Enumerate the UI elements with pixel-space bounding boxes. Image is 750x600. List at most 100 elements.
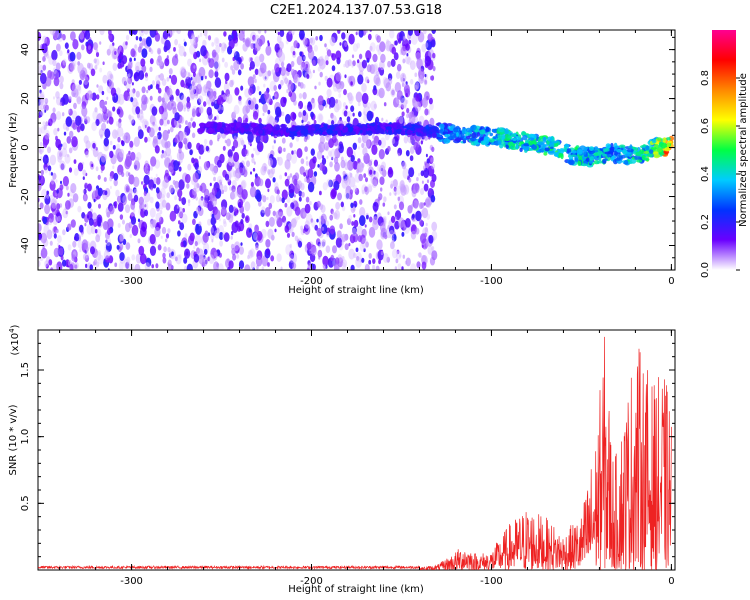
spectrogram-cell	[312, 69, 315, 74]
spectrogram-cell	[298, 105, 300, 110]
spectrogram-cell	[168, 162, 175, 173]
spectrogram-cell	[119, 232, 125, 242]
spectrogram-cell	[406, 53, 409, 57]
spectrogram-cell	[582, 155, 586, 162]
spectrogram-cell	[104, 190, 108, 196]
spectrogram-cell	[46, 190, 49, 195]
spectrogram-cell	[415, 50, 421, 59]
spectrogram-cell	[42, 56, 46, 62]
spectrogram-cell	[393, 52, 399, 61]
spectrogram-cell	[178, 196, 182, 202]
spectrogram-cell	[249, 248, 255, 258]
spectrogram-cell	[173, 47, 176, 52]
spectrogram-cell	[94, 229, 98, 234]
spectrogram-cell	[146, 89, 149, 94]
spectrogram-cell	[544, 147, 550, 152]
spectrogram-cell	[304, 203, 311, 214]
spectrogram-cell	[85, 263, 88, 268]
spectrogram-cell	[178, 254, 182, 260]
spectrogram-cell	[300, 225, 304, 231]
spectrogram-cell	[423, 167, 430, 179]
spectrogram-cell	[430, 39, 436, 48]
spectrogram-cell	[267, 169, 271, 175]
spectrogram-cell	[403, 136, 408, 144]
spectrogram-cell	[92, 142, 96, 149]
spectrogram-cell	[238, 95, 242, 102]
spectrogram-cell	[265, 220, 270, 228]
spectrogram-cell	[428, 187, 432, 194]
spectrogram-cell	[97, 254, 104, 265]
spectrogram-cell	[566, 148, 572, 153]
spectrogram-cell	[55, 229, 58, 234]
spectrogram-cell	[234, 220, 239, 228]
spectrogram-cell	[46, 194, 50, 199]
spectrogram-cell	[55, 138, 62, 149]
spectrogram-cell	[405, 257, 411, 267]
spectrogram-cell	[119, 148, 125, 158]
spectrogram-cell	[73, 102, 77, 110]
spectrogram-cell	[574, 157, 578, 162]
spectrogram-cell	[267, 109, 271, 115]
spectrogram-cell	[198, 254, 205, 265]
spectrogram-cell	[209, 123, 214, 127]
spectrogram-cell	[83, 188, 87, 195]
spectrogram-cell	[139, 36, 142, 42]
spectrogram-cell	[163, 246, 167, 253]
spectrogram-cell	[307, 168, 314, 179]
spectrogram-cell	[280, 66, 286, 76]
spectrogram-cell	[157, 244, 162, 251]
spectrogram-cell	[340, 159, 346, 169]
spectrogram-cell	[421, 207, 429, 219]
spectrogram-cell	[55, 62, 61, 71]
spectrogram-cell	[404, 83, 407, 87]
spectrogram-cell	[275, 194, 281, 203]
spectrogram-cell	[85, 140, 91, 150]
spectrogram-cell	[385, 126, 392, 130]
spectrogram-cell	[149, 165, 153, 171]
spectrogram-cell	[205, 145, 210, 152]
spectrogram-cell	[273, 85, 278, 91]
spectrogram-cell	[267, 157, 274, 167]
spectrogram-cell	[132, 88, 136, 94]
spectrogram-cell	[291, 150, 294, 155]
spectrogram-cell	[577, 160, 582, 166]
spectrogram-cell	[259, 34, 266, 45]
spectrogram-cell	[187, 199, 191, 204]
spectrogram-cell	[410, 204, 414, 210]
spectrogram-cell	[144, 204, 147, 208]
spectrogram-cell	[504, 138, 511, 142]
spectrogram-cell	[120, 192, 126, 204]
spectrogram-cell	[186, 263, 193, 270]
spectrogram-cell	[191, 116, 194, 121]
spectrogram-cell	[65, 126, 69, 132]
spectrogram-cell	[348, 176, 356, 188]
spectrogram-cell	[52, 30, 59, 40]
spectrogram-cell	[293, 40, 299, 49]
spectrogram-cell	[618, 155, 623, 159]
spectrogram-cell	[209, 163, 215, 172]
spectrogram-cell	[177, 230, 181, 237]
spectrogram-cell	[337, 145, 340, 149]
spectrogram-cell	[214, 95, 217, 99]
spectrogram-cell	[295, 131, 302, 137]
spectrogram-cell	[382, 76, 388, 85]
spectrogram-cell	[149, 30, 156, 38]
spectrogram-cell	[409, 60, 416, 71]
spectrogram-cell	[59, 160, 66, 171]
spectrogram-cell	[193, 253, 200, 263]
spectrogram-cell	[250, 261, 256, 270]
spectrogram-cell	[359, 206, 366, 218]
spectrogram-cell	[138, 245, 145, 256]
spectrogram-cell	[168, 33, 171, 37]
spectrogram-cell	[401, 111, 405, 117]
spectrogram-cell	[284, 225, 290, 233]
spectrogram-cell	[39, 98, 44, 106]
spectrogram-cell	[153, 124, 159, 133]
spectrogram-cell	[90, 225, 96, 235]
spectrogram-cell	[96, 261, 100, 267]
colorbar-label: Normalized spectral amplitude	[738, 73, 749, 227]
spectrogram-cell	[238, 201, 242, 208]
spectrogram-cell	[622, 149, 627, 155]
spectrogram-cell	[189, 44, 196, 55]
spectrogram-cell	[157, 137, 162, 145]
